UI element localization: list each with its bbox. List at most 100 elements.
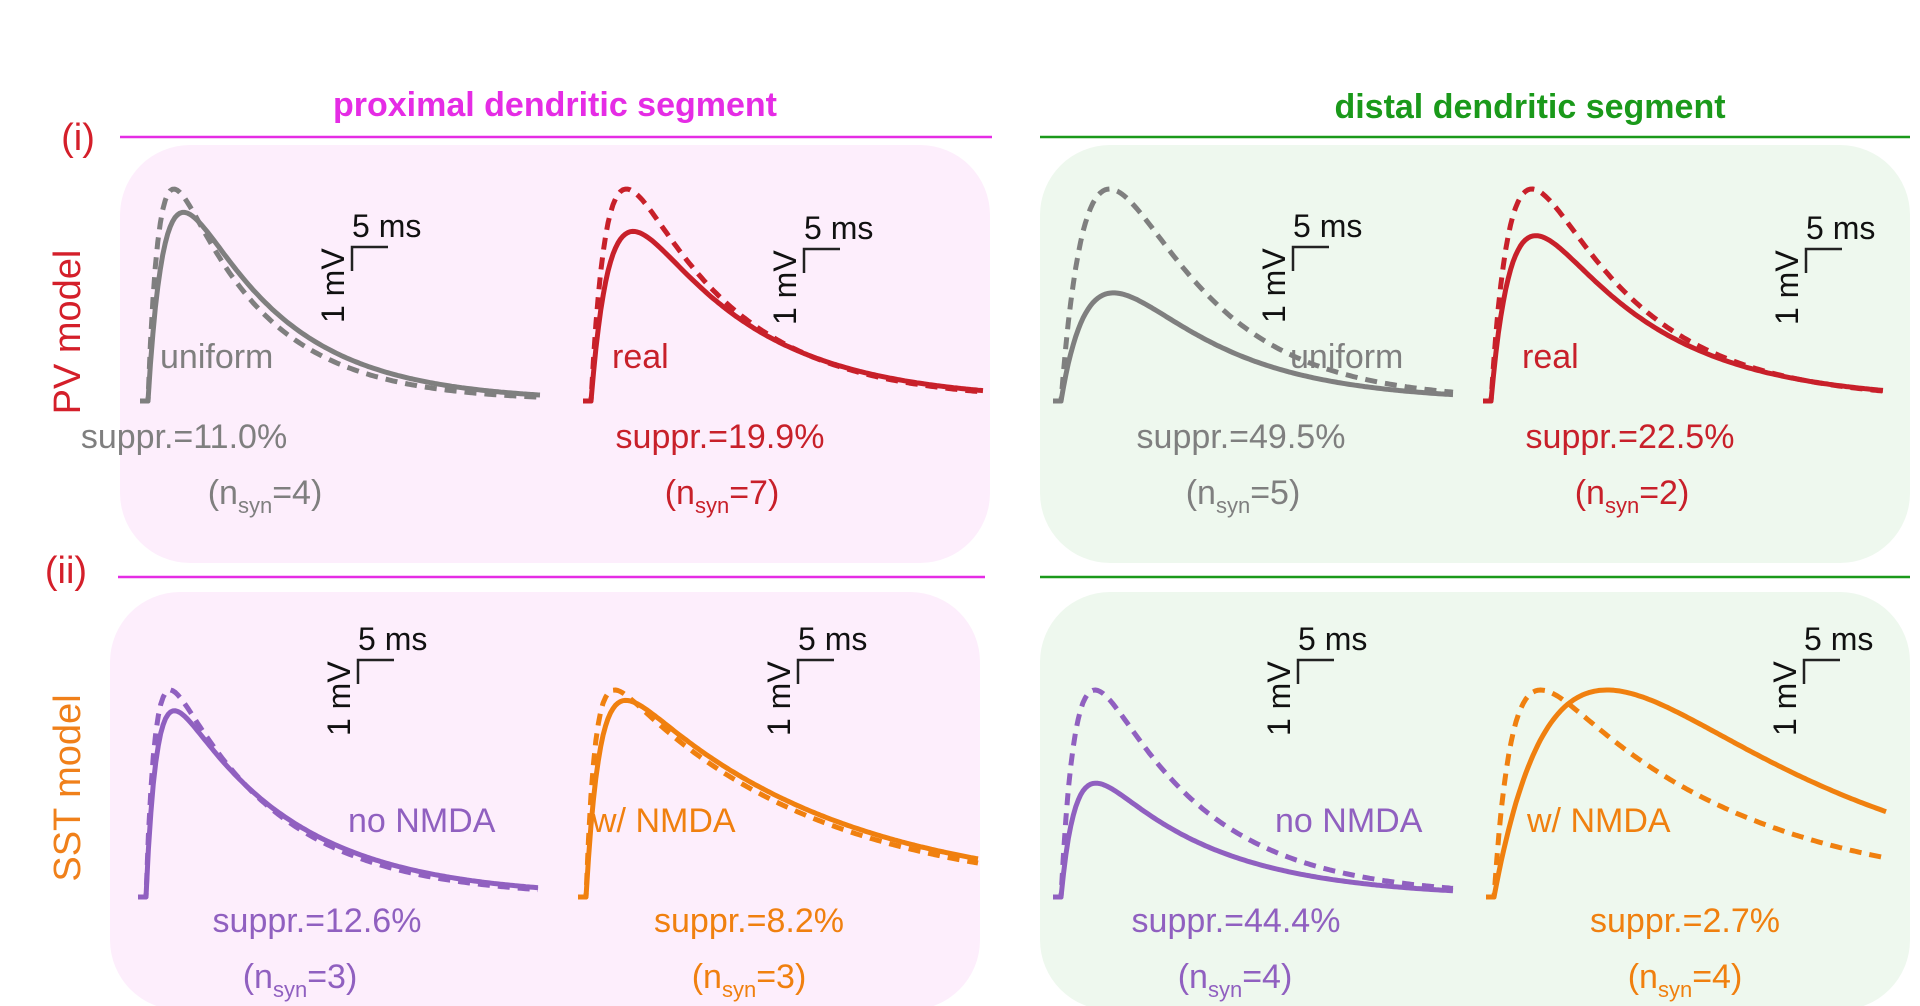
column-title-distal: distal dendritic segment xyxy=(1334,88,1725,126)
nsyn-close: ) xyxy=(346,958,357,996)
nsyn-value: 3 xyxy=(327,958,346,996)
suppression-label: suppr.=49.5% xyxy=(1137,418,1346,456)
nsyn-eq: = xyxy=(307,958,327,996)
nsyn-open: (n xyxy=(1628,958,1658,996)
condition-label: real xyxy=(1522,338,1579,376)
nsyn-label: (nsyn=3) xyxy=(692,958,807,1002)
nsyn-open: (n xyxy=(692,958,722,996)
nsyn-label: (nsyn=4) xyxy=(208,474,323,518)
nsyn-label: (nsyn=2) xyxy=(1575,474,1690,518)
row-model-pv: PV model xyxy=(47,250,89,415)
scale-bar-time: 5 ms xyxy=(358,621,427,657)
subplot-8: w/ NMDA suppr.=2.7% (nsyn=4) 5 ms1 mV xyxy=(1526,621,1873,1002)
scale-bar-time: 5 ms xyxy=(1806,210,1875,246)
subplot-6: w/ NMDA suppr.=8.2% (nsyn=3) 5 ms1 mV xyxy=(591,621,867,1002)
trace-8-solid xyxy=(1486,687,1887,900)
panel-sst-proximal xyxy=(110,592,980,1006)
nsyn-close: ) xyxy=(1289,474,1300,512)
nsyn-subscript: syn xyxy=(273,977,307,1002)
nsyn-value: 3 xyxy=(776,958,795,996)
condition-label: no NMDA xyxy=(348,802,496,840)
trace-5-solid xyxy=(138,708,539,900)
condition-label: uniform xyxy=(1290,338,1403,376)
scale-bar xyxy=(1802,658,1840,684)
trace-8-dashed xyxy=(1486,687,1887,900)
scale-bar xyxy=(796,658,834,684)
scale-bar-time: 5 ms xyxy=(352,208,421,244)
nsyn-eq: = xyxy=(1250,474,1270,512)
scale-bar-voltage: 1 mV xyxy=(1261,661,1297,736)
scale-bar-voltage: 1 mV xyxy=(321,661,357,736)
scale-bar xyxy=(1296,658,1334,684)
suppression-label: suppr.=19.9% xyxy=(616,418,825,456)
trace-1-solid xyxy=(140,209,541,404)
trace-1-dashed xyxy=(140,186,541,404)
panel-pv-distal xyxy=(1040,145,1910,563)
subplot-2: real suppr.=19.9% (nsyn=7) 5 ms1 mV xyxy=(612,210,873,518)
scale-bar xyxy=(350,245,388,271)
trace-7-dashed xyxy=(1053,687,1454,900)
scale-bar-time: 5 ms xyxy=(798,621,867,657)
nsyn-subscript: syn xyxy=(1605,493,1639,518)
subplot-1: uniform suppr.=11.0% (nsyn=4) 5 ms1 mV xyxy=(81,208,422,518)
nsyn-close: ) xyxy=(768,474,779,512)
nsyn-eq: = xyxy=(1692,958,1712,996)
trace-6-dashed xyxy=(578,687,979,900)
nsyn-label: (nsyn=4) xyxy=(1178,958,1293,1002)
scale-bar-voltage: 1 mV xyxy=(315,248,351,323)
trace-2-solid xyxy=(583,228,984,404)
nsyn-value: 5 xyxy=(1270,474,1289,512)
scale-bar-voltage: 1 mV xyxy=(1256,248,1292,323)
nsyn-open: (n xyxy=(243,958,273,996)
condition-label: w/ NMDA xyxy=(591,802,736,840)
scale-bar xyxy=(356,658,394,684)
suppression-label: suppr.=8.2% xyxy=(654,902,844,940)
panel-sst-distal xyxy=(1040,592,1910,1006)
nsyn-value: 4 xyxy=(1262,958,1281,996)
nsyn-eq: = xyxy=(729,474,749,512)
scale-bar xyxy=(802,247,840,273)
condition-label: uniform xyxy=(160,338,273,376)
nsyn-open: (n xyxy=(665,474,695,512)
condition-label: w/ NMDA xyxy=(1526,802,1671,840)
nsyn-value: 4 xyxy=(1712,958,1731,996)
scale-bar xyxy=(1804,247,1842,273)
nsyn-label: (nsyn=7) xyxy=(665,474,780,518)
nsyn-label: (nsyn=4) xyxy=(1628,958,1743,1002)
nsyn-eq: = xyxy=(1639,474,1659,512)
scale-bar-time: 5 ms xyxy=(804,210,873,246)
nsyn-value: 4 xyxy=(292,474,311,512)
nsyn-label: (nsyn=5) xyxy=(1186,474,1301,518)
row-label-ii: (ii) xyxy=(45,550,87,592)
suppression-label: suppr.=11.0% xyxy=(81,418,287,456)
condition-label: real xyxy=(612,338,669,376)
panel-pv-proximal xyxy=(120,145,990,563)
subplot-5: no NMDA suppr.=12.6% (nsyn=3) 5 ms1 mV xyxy=(213,621,496,1002)
nsyn-eq: = xyxy=(1242,958,1262,996)
suppression-label: suppr.=2.7% xyxy=(1590,902,1780,940)
nsyn-eq: = xyxy=(272,474,292,512)
scale-bar-voltage: 1 mV xyxy=(1767,661,1803,736)
nsyn-close: ) xyxy=(1678,474,1689,512)
trace-4-solid xyxy=(1483,233,1884,404)
nsyn-subscript: syn xyxy=(1208,977,1242,1002)
trace-3-solid xyxy=(1053,290,1454,404)
scale-bar-time: 5 ms xyxy=(1293,208,1362,244)
trace-5-dashed xyxy=(138,687,539,900)
nsyn-label: (nsyn=3) xyxy=(243,958,358,1002)
scale-bar-voltage: 1 mV xyxy=(1769,250,1805,325)
nsyn-subscript: syn xyxy=(722,977,756,1002)
nsyn-close: ) xyxy=(311,474,322,512)
subplot-4: real suppr.=22.5% (nsyn=2) 5 ms1 mV xyxy=(1522,210,1875,518)
nsyn-open: (n xyxy=(1178,958,1208,996)
nsyn-open: (n xyxy=(208,474,238,512)
column-title-proximal: proximal dendritic segment xyxy=(333,86,777,124)
trace-6-solid xyxy=(578,697,979,900)
subplot-7: no NMDA suppr.=44.4% (nsyn=4) 5 ms1 mV xyxy=(1132,621,1423,1002)
scale-bar-time: 5 ms xyxy=(1804,621,1873,657)
nsyn-close: ) xyxy=(1731,958,1742,996)
nsyn-value: 2 xyxy=(1659,474,1678,512)
trace-3-dashed xyxy=(1053,186,1454,404)
nsyn-eq: = xyxy=(756,958,776,996)
